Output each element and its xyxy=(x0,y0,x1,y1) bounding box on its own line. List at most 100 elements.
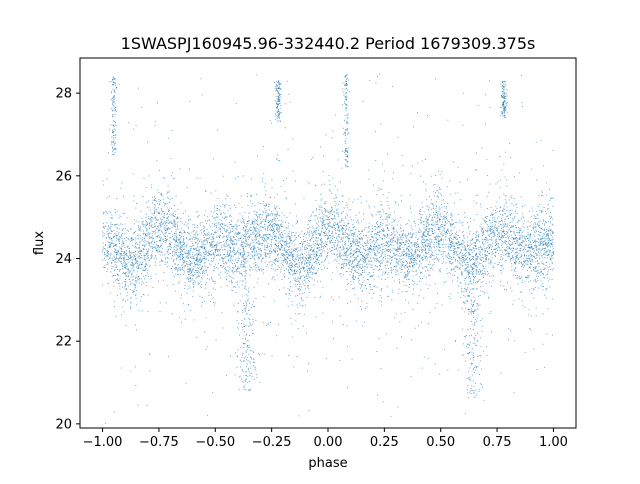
scatter-point xyxy=(516,252,518,254)
scatter-point xyxy=(546,333,548,335)
scatter-point xyxy=(310,276,311,278)
scatter-point xyxy=(274,259,276,261)
scatter-point xyxy=(197,253,199,255)
scatter-point xyxy=(319,263,321,265)
scatter-point xyxy=(438,245,440,247)
scatter-point xyxy=(233,225,235,227)
scatter-point xyxy=(146,229,148,230)
scatter-point xyxy=(465,267,467,269)
scatter-point xyxy=(108,152,110,154)
scatter-point xyxy=(516,241,518,243)
scatter-point xyxy=(243,249,244,251)
scatter-point xyxy=(146,241,148,243)
scatter-point xyxy=(284,232,286,234)
scatter-point xyxy=(231,282,233,284)
scatter-point xyxy=(243,230,245,232)
scatter-point xyxy=(390,267,392,269)
scatter-point xyxy=(200,247,202,248)
scatter-point xyxy=(385,218,387,220)
scatter-point xyxy=(256,250,258,252)
scatter-point xyxy=(382,180,384,182)
scatter-point xyxy=(439,193,441,195)
scatter-point xyxy=(235,232,237,234)
scatter-point xyxy=(406,253,408,255)
scatter-point xyxy=(358,251,360,253)
scatter-point xyxy=(350,283,352,285)
scatter-point xyxy=(437,213,439,215)
scatter-point xyxy=(525,235,527,237)
scatter-point xyxy=(346,251,347,253)
scatter-point xyxy=(145,232,147,234)
scatter-point xyxy=(299,275,301,277)
scatter-point xyxy=(342,220,344,222)
scatter-point xyxy=(467,257,469,259)
scatter-point xyxy=(281,254,283,256)
scatter-point xyxy=(104,251,106,253)
scatter-point xyxy=(229,268,231,270)
scatter-point xyxy=(302,243,303,245)
scatter-point xyxy=(115,253,117,255)
scatter-point xyxy=(308,220,310,221)
scatter-point xyxy=(150,255,152,257)
scatter-point xyxy=(397,247,399,249)
scatter-point xyxy=(287,227,289,229)
scatter-point xyxy=(381,239,383,240)
scatter-point xyxy=(187,266,188,268)
scatter-point xyxy=(294,279,296,281)
scatter-point xyxy=(440,232,442,234)
scatter-point xyxy=(380,246,381,248)
scatter-point xyxy=(336,212,338,214)
scatter-point xyxy=(295,263,297,265)
scatter-point xyxy=(402,258,404,259)
scatter-point xyxy=(407,268,409,270)
scatter-point xyxy=(179,238,181,240)
scatter-point xyxy=(502,220,504,222)
scatter-point xyxy=(121,249,123,251)
scatter-point xyxy=(453,275,455,276)
scatter-point xyxy=(191,279,193,281)
scatter-point xyxy=(147,249,149,251)
scatter-point xyxy=(348,235,350,237)
scatter-point xyxy=(295,248,297,250)
scatter-point xyxy=(117,233,119,235)
scatter-point xyxy=(296,279,298,281)
scatter-point xyxy=(381,262,383,264)
scatter-point xyxy=(433,211,435,213)
scatter-point xyxy=(226,237,228,239)
scatter-point xyxy=(217,248,219,250)
scatter-point xyxy=(505,202,507,204)
scatter-point xyxy=(443,215,445,217)
scatter-point xyxy=(518,244,520,246)
scatter-point xyxy=(475,169,477,171)
scatter-point xyxy=(286,177,287,179)
scatter-point xyxy=(175,231,177,233)
scatter-point xyxy=(187,257,189,259)
scatter-point xyxy=(439,229,441,231)
scatter-point xyxy=(230,230,231,232)
scatter-point xyxy=(434,232,436,234)
scatter-point xyxy=(357,241,359,243)
scatter-point xyxy=(258,258,260,260)
scatter-point xyxy=(512,256,514,258)
scatter-point xyxy=(445,246,447,248)
scatter-point xyxy=(390,241,392,242)
scatter-point xyxy=(220,226,222,227)
scatter-point xyxy=(421,216,422,218)
scatter-point xyxy=(175,241,177,243)
scatter-point xyxy=(362,266,364,268)
scatter-point xyxy=(533,217,535,219)
scatter-point xyxy=(498,234,500,236)
scatter-point xyxy=(226,273,228,274)
scatter-point xyxy=(280,242,282,244)
scatter-point xyxy=(449,239,451,241)
scatter-point xyxy=(192,284,194,285)
scatter-point xyxy=(310,232,312,234)
scatter-point xyxy=(158,224,160,226)
scatter-point xyxy=(165,226,167,228)
scatter-point xyxy=(292,258,294,260)
scatter-point xyxy=(411,236,413,238)
scatter-point xyxy=(247,254,249,256)
scatter-point xyxy=(160,244,162,246)
scatter-point xyxy=(271,264,273,265)
scatter-point xyxy=(467,295,469,297)
